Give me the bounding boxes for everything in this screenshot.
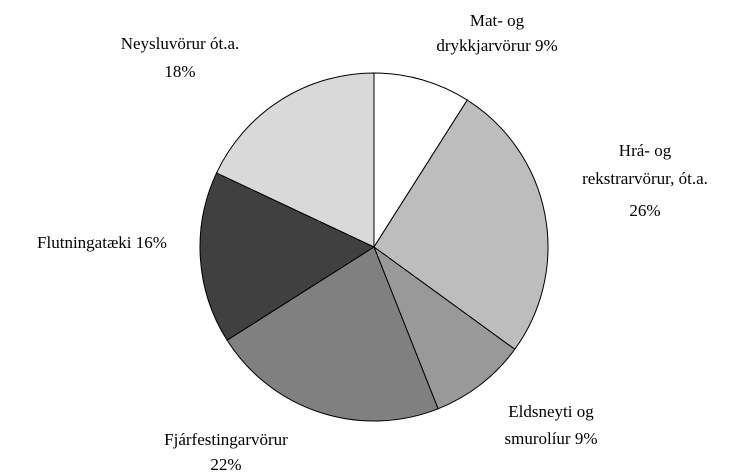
label-category: smurolíur (504, 429, 570, 448)
label-category: Fjárfestingarvörur (164, 430, 288, 449)
pie-slice (372, 245, 516, 410)
label-category: Eldsneyti og (508, 402, 594, 421)
label-category: drykkjarvörur (436, 36, 531, 55)
slice-label: Eldsneyti og smurolíur 9% (504, 402, 597, 448)
pie-slice (226, 246, 439, 422)
slice-label: Neysluvörur ót.a. 18% (121, 34, 240, 81)
slice-label: Hrá- og rekstrarvörur, ót.a. 26% (582, 141, 708, 220)
label-value: 9% (571, 429, 598, 448)
label-value: 9% (531, 36, 558, 55)
pie-slice (373, 72, 468, 249)
pie-slice (215, 72, 375, 248)
label-category: Neysluvörur ót.a. (121, 34, 240, 53)
pie-slice (373, 99, 549, 350)
slice-label: Fjárfestingarvörur 22% (164, 430, 288, 474)
label-value: 16% (132, 233, 167, 252)
label-value: 22% (210, 455, 241, 474)
slice-label: Flutningatæki 16% (37, 233, 167, 252)
label-value: 26% (629, 201, 660, 220)
slice-label: Mat- og drykkjarvörur 9% (436, 11, 557, 55)
label-category: Mat- og (470, 11, 525, 30)
pie-slice (199, 172, 376, 341)
label-category: Hrá- og (619, 141, 672, 160)
label-category: Flutningatæki (37, 233, 132, 252)
label-category: rekstrarvörur, ót.a. (582, 169, 708, 188)
label-value: 18% (164, 62, 195, 81)
